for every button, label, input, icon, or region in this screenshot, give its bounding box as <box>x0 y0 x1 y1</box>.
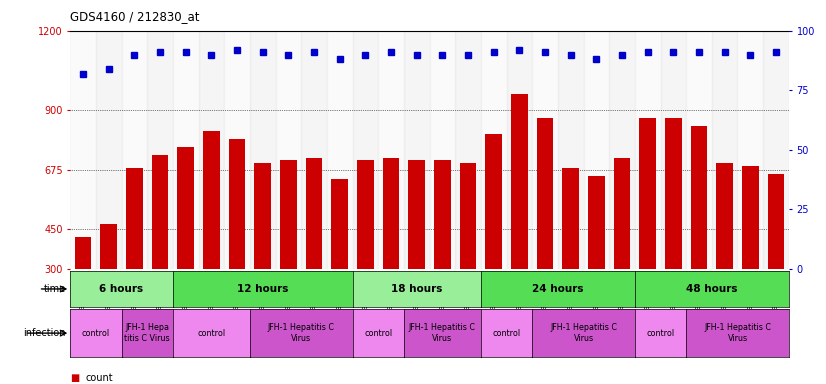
Text: JFH-1 Hepatitis C
Virus: JFH-1 Hepatitis C Virus <box>704 323 771 343</box>
Bar <box>224 31 249 269</box>
Bar <box>691 126 707 348</box>
Bar <box>378 31 404 269</box>
Text: 6 hours: 6 hours <box>99 284 144 294</box>
Bar <box>327 31 353 269</box>
Text: JFH-1 Hepatitis C
Virus: JFH-1 Hepatitis C Virus <box>409 323 476 343</box>
Bar <box>357 161 373 348</box>
Text: infection: infection <box>24 328 66 338</box>
Bar <box>614 158 630 348</box>
Bar <box>481 31 506 269</box>
Bar <box>70 31 96 269</box>
Bar <box>249 31 276 269</box>
Bar <box>635 31 661 269</box>
Bar <box>686 31 712 269</box>
Bar <box>583 31 609 269</box>
Bar <box>430 31 455 269</box>
Bar <box>738 31 763 269</box>
Text: 18 hours: 18 hours <box>391 284 443 294</box>
Bar <box>301 31 327 269</box>
Text: control: control <box>492 329 520 338</box>
Text: ■: ■ <box>70 373 79 383</box>
Bar <box>563 168 579 348</box>
Text: count: count <box>85 373 112 383</box>
Bar <box>173 31 198 269</box>
Bar <box>198 31 224 269</box>
Bar <box>74 237 92 348</box>
Bar <box>665 118 681 348</box>
Bar <box>716 163 733 348</box>
Text: control: control <box>82 329 110 338</box>
Bar <box>434 161 451 348</box>
Bar <box>537 118 553 348</box>
Bar <box>506 31 532 269</box>
Text: control: control <box>647 329 675 338</box>
Bar <box>126 168 143 348</box>
Bar <box>532 31 558 269</box>
Bar <box>306 158 322 348</box>
Bar <box>588 176 605 348</box>
Bar <box>229 139 245 348</box>
Text: GDS4160 / 212830_at: GDS4160 / 212830_at <box>70 10 200 23</box>
Bar <box>331 179 348 348</box>
Bar <box>353 31 378 269</box>
Text: JFH-1 Hepatitis C
Virus: JFH-1 Hepatitis C Virus <box>268 323 335 343</box>
Bar <box>486 134 502 348</box>
Bar <box>712 31 738 269</box>
Bar <box>96 31 121 269</box>
Bar <box>178 147 194 348</box>
Bar <box>147 31 173 269</box>
Bar <box>763 31 789 269</box>
Bar <box>152 155 169 348</box>
Text: 24 hours: 24 hours <box>532 284 584 294</box>
Text: time: time <box>44 284 66 294</box>
Bar <box>767 174 785 348</box>
Bar <box>742 166 758 348</box>
Bar <box>254 163 271 348</box>
Bar <box>639 118 656 348</box>
Bar <box>661 31 686 269</box>
Bar <box>455 31 481 269</box>
Bar <box>203 131 220 348</box>
Bar <box>558 31 583 269</box>
Bar <box>511 94 528 348</box>
Text: control: control <box>197 329 225 338</box>
Text: 48 hours: 48 hours <box>686 284 738 294</box>
Bar <box>280 161 297 348</box>
Bar <box>276 31 301 269</box>
Bar <box>609 31 635 269</box>
Text: 12 hours: 12 hours <box>237 284 288 294</box>
Text: control: control <box>364 329 392 338</box>
Bar <box>121 31 147 269</box>
Bar <box>382 158 399 348</box>
Text: JFH-1 Hepatitis C
Virus: JFH-1 Hepatitis C Virus <box>550 323 617 343</box>
Bar <box>404 31 430 269</box>
Bar <box>101 224 117 348</box>
Bar <box>408 161 425 348</box>
Text: JFH-1 Hepa
titis C Virus: JFH-1 Hepa titis C Virus <box>125 323 170 343</box>
Bar <box>460 163 477 348</box>
